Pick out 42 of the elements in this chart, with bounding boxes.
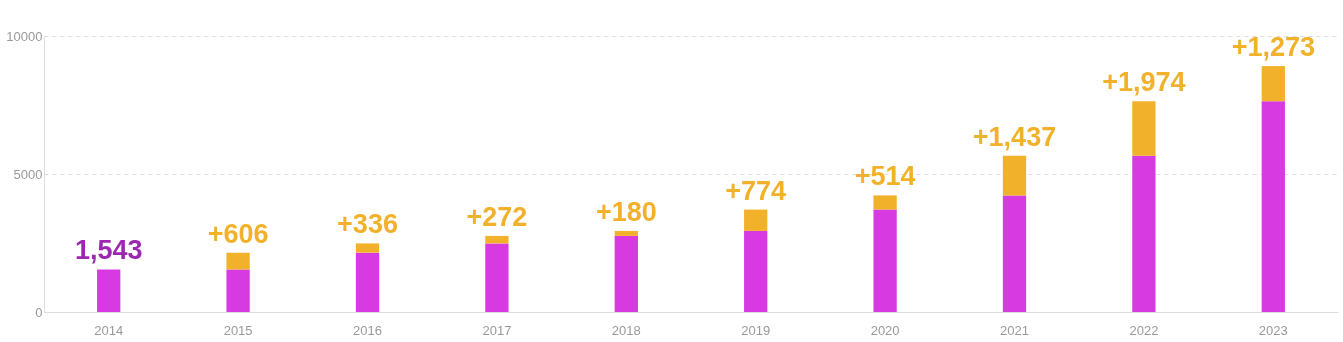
x-tick-label: 2018 [611, 322, 641, 338]
data-label: +514 [854, 161, 916, 192]
x-tick-label: 2014 [94, 322, 124, 338]
bar [873, 195, 897, 210]
data-label: +1,974 [1102, 67, 1186, 98]
bar [744, 230, 768, 312]
bar [1132, 101, 1156, 156]
bar [1261, 101, 1285, 312]
bar [1002, 195, 1027, 312]
data-label: +1,273 [1231, 32, 1315, 63]
data-label: +180 [595, 196, 657, 227]
data-label: +1,437 [972, 121, 1057, 152]
bar [355, 243, 380, 253]
bar [355, 252, 380, 312]
bar [485, 243, 509, 312]
bar [1002, 155, 1027, 196]
x-tick-label: 2021 [1000, 322, 1029, 338]
bar [873, 209, 897, 312]
bar [1132, 155, 1156, 312]
data-label: 1,543 [74, 235, 143, 266]
bar [485, 235, 509, 244]
bar [744, 209, 768, 231]
x-tick-label: 2022 [1129, 322, 1159, 338]
x-tick-label: 2023 [1258, 322, 1288, 338]
x-tick-label: 2016 [353, 322, 382, 338]
bar [614, 235, 638, 312]
x-tick-label: 2017 [482, 322, 512, 338]
data-label: +336 [337, 209, 398, 240]
x-tick-label: 2020 [870, 322, 900, 338]
bar [614, 230, 638, 236]
y-tick-label: 5000 [13, 166, 43, 182]
x-tick-label: 2015 [223, 322, 253, 338]
y-tick-label: 0 [35, 304, 43, 320]
bar [226, 252, 250, 270]
data-label: +774 [725, 175, 787, 206]
data-label: +272 [466, 201, 528, 232]
bar [226, 269, 250, 312]
x-tick-label: 2019 [741, 322, 771, 338]
bar [97, 269, 121, 312]
bar [1261, 66, 1285, 102]
y-tick-label: 10000 [6, 28, 43, 44]
data-label: +606 [207, 218, 269, 249]
